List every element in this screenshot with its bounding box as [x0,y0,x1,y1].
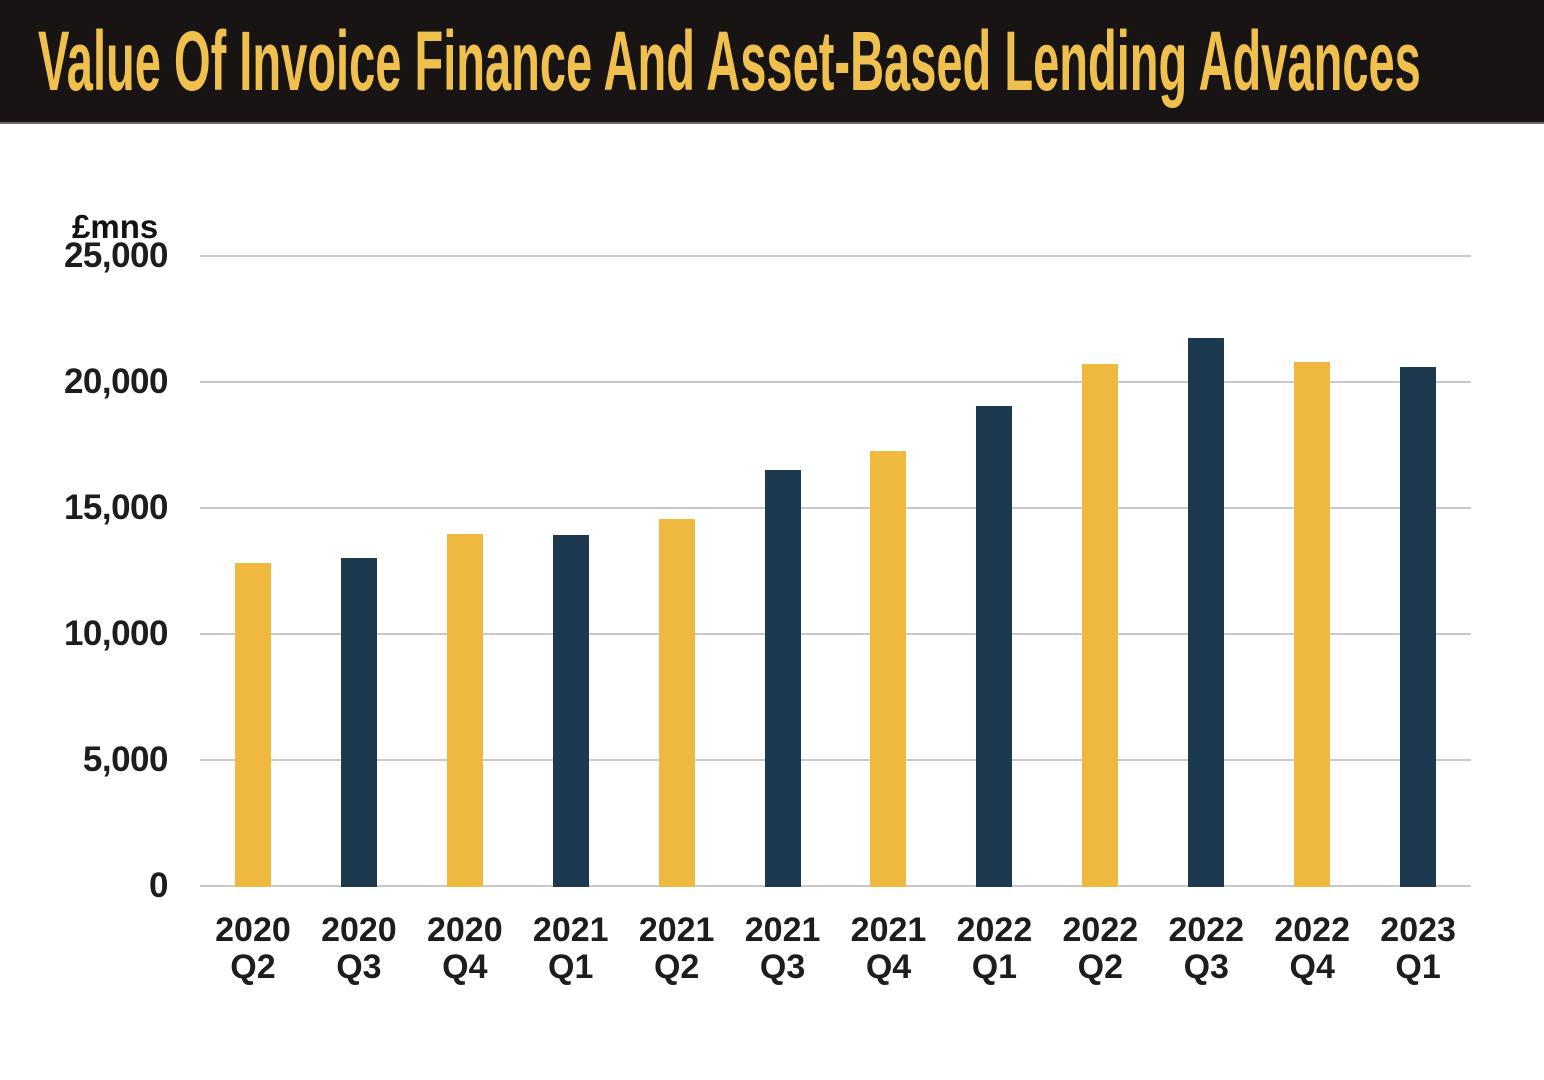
x-tick-label: 2022 Q4 [1259,912,1365,986]
x-tick-year: 2020 [426,911,503,949]
bar-slot [730,256,836,887]
y-tick-label: 25,000 [63,236,169,275]
y-tick-label: 20,000 [63,362,169,401]
page-title: Value Of Invoice Finance And Asset-Based… [38,0,1544,122]
gridline [200,885,1471,887]
x-tick-label: 2020 Q4 [412,912,518,986]
bar-2020-q3 [340,558,377,887]
plot-area [200,255,1471,887]
x-tick-quarter: Q1 [971,948,1018,986]
bar-2022-q4 [1294,361,1331,887]
x-tick-year: 2021 [744,911,821,949]
bar-slot [412,256,518,887]
x-tick-quarter: Q1 [548,948,594,986]
gridline [200,255,1471,257]
gridline [200,381,1471,383]
x-tick-label: 2023 Q1 [1365,912,1471,986]
x-tick-quarter: Q1 [1395,948,1441,986]
x-tick-quarter: Q3 [759,948,806,986]
header-bar: Value Of Invoice Finance And Asset-Based… [0,0,1544,124]
x-tick-year: 2020 [321,911,397,949]
x-tick-quarter: Q4 [1289,948,1335,986]
bar-slot [518,256,624,887]
x-tick-quarter: Q2 [1077,948,1124,986]
x-tick-quarter: Q2 [230,948,276,986]
x-tick-label: 2022 Q3 [1153,912,1259,986]
x-tick-label: 2022 Q2 [1047,912,1153,986]
bar-slot [836,256,942,887]
bar-2021-q1 [552,535,589,887]
bar-slot [306,256,412,887]
x-tick-year: 2020 [215,911,291,949]
x-tick-year: 2022 [1274,911,1350,949]
bar-slot [200,256,306,887]
x-tick-year: 2022 [1168,911,1245,949]
gridline [200,507,1471,509]
x-tick-quarter: Q4 [865,948,912,986]
bar-slot [1365,256,1471,887]
bar-2022-q1 [976,405,1013,887]
chart: £mns 2020 Q2 2020 Q3 2020 Q4 2021 Q1 2021 Q2 2021 Q… [0,124,1544,1080]
x-axis-labels: 2020 Q2 2020 Q3 2020 Q4 2021 Q1 2021 Q2 2021 Q3 2021… [200,912,1471,986]
x-tick-year: 2021 [638,911,715,949]
y-tick-label: 10,000 [63,614,169,653]
bar-slot [1153,256,1259,887]
bar-slot [941,256,1047,887]
page-title-text: Value Of Invoice Finance And Asset-Based… [38,13,1421,108]
x-tick-quarter: Q4 [442,948,488,986]
x-tick-quarter: Q2 [653,948,700,986]
x-tick-label: 2020 Q2 [200,912,306,986]
bar-2020-q4 [446,534,483,887]
x-tick-year: 2022 [956,911,1033,949]
y-tick-label: 15,000 [63,488,169,527]
x-tick-year: 2021 [532,911,609,949]
x-tick-label: 2020 Q3 [306,912,412,986]
x-tick-year: 2023 [1380,911,1456,949]
y-tick-label: 0 [149,866,168,905]
bar-slot [1047,256,1153,887]
bars [200,256,1471,887]
bar-2022-q3 [1188,337,1225,887]
x-tick-label: 2022 Q1 [941,912,1047,986]
y-axis-unit-label: £mns [72,208,159,245]
bar-2021-q3 [764,469,801,887]
bar-2021-q2 [658,519,695,887]
bar-slot [624,256,730,887]
x-tick-quarter: Q3 [1183,948,1229,986]
x-tick-year: 2021 [850,911,927,949]
x-tick-quarter: Q3 [336,948,382,986]
gridline [200,759,1471,761]
y-tick-label: 5,000 [82,740,169,779]
bar-slot [1259,256,1365,887]
x-tick-label: 2021 Q2 [624,912,730,986]
bar-2023-q1 [1400,366,1437,887]
bar-2021-q4 [870,451,907,887]
x-tick-year: 2022 [1062,911,1139,949]
gridline [200,633,1471,635]
x-tick-label: 2021 Q3 [730,912,836,986]
bar-2022-q2 [1082,364,1119,887]
x-tick-label: 2021 Q4 [836,912,942,986]
x-tick-label: 2021 Q1 [518,912,624,986]
bar-2020-q2 [234,563,271,887]
